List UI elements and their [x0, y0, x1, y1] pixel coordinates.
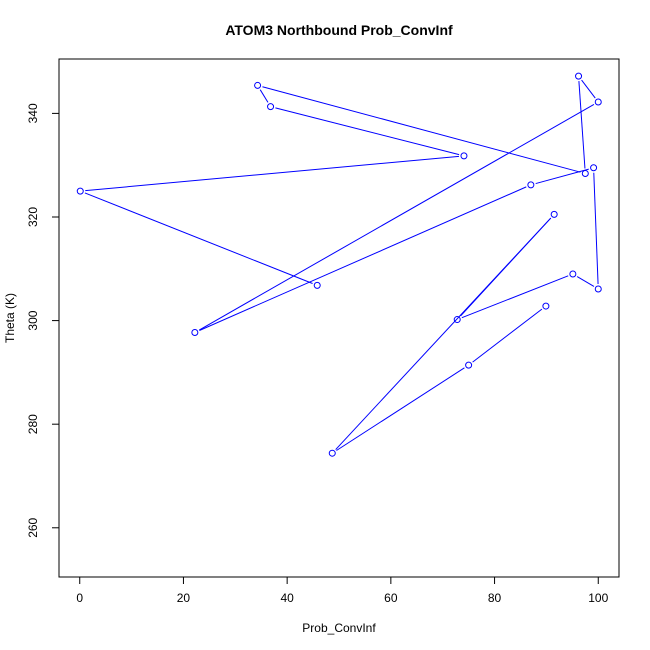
data-point	[569, 270, 577, 278]
data-point	[328, 449, 336, 457]
data-point	[313, 281, 321, 289]
data-point	[575, 72, 583, 80]
x-axis: 0 20 40 60 80 100	[76, 576, 609, 605]
data-point	[254, 81, 262, 89]
x-tick-label: 40	[280, 591, 294, 605]
data-point	[453, 316, 461, 324]
series-segment	[199, 186, 527, 331]
series-segment	[472, 308, 543, 363]
series-segment	[460, 217, 552, 317]
data-point	[191, 329, 199, 337]
y-tick-label: 280	[26, 414, 40, 434]
x-tick-label: 0	[76, 591, 83, 605]
series-segment	[84, 192, 313, 284]
data-point	[542, 302, 550, 310]
series-segment	[581, 79, 596, 99]
chart-title: ATOM3 Northbound Prob_ConvInf	[225, 22, 453, 38]
data-point	[594, 98, 602, 106]
series-segment	[198, 104, 595, 331]
data-point	[465, 361, 473, 369]
x-tick-label: 100	[588, 591, 608, 605]
y-tick-label: 340	[26, 103, 40, 123]
series-segment	[275, 107, 460, 156]
x-axis-label: Prob_ConvInf	[302, 621, 376, 635]
data-point	[581, 169, 589, 177]
data-point	[594, 285, 602, 293]
series-layer	[76, 72, 602, 457]
x-tick-label: 80	[488, 591, 502, 605]
y-tick-label: 260	[26, 517, 40, 537]
series-segment	[259, 89, 269, 103]
series-segment	[85, 155, 460, 192]
series-segment	[535, 168, 589, 185]
series-segment	[262, 86, 581, 173]
y-axis-label: Theta (K)	[3, 293, 17, 343]
data-point	[460, 152, 468, 160]
data-point	[550, 210, 558, 218]
series-segment	[576, 276, 595, 287]
data-point	[267, 103, 275, 111]
y-axis: 260 280 300 320 340	[26, 103, 60, 538]
x-tick-label: 20	[177, 591, 191, 605]
data-point	[527, 181, 535, 189]
data-point	[76, 187, 84, 195]
series-segment	[578, 81, 586, 169]
y-tick-label: 320	[26, 207, 40, 227]
series-segment	[336, 367, 465, 451]
y-tick-label: 300	[26, 310, 40, 330]
series-segment	[593, 172, 599, 285]
series-segment	[461, 275, 569, 319]
x-tick-label: 60	[384, 591, 398, 605]
data-point	[590, 164, 598, 172]
